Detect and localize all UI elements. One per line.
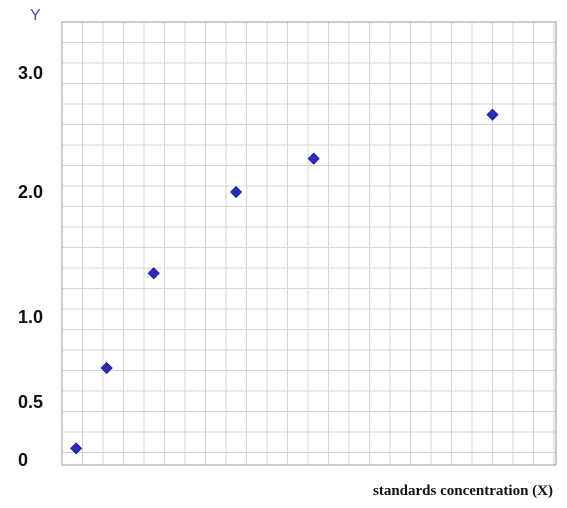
- data-point: [100, 361, 113, 375]
- y-tick-label: 2.0: [18, 182, 43, 202]
- grid: [62, 22, 556, 465]
- x-axis-label: standards concentration (X): [373, 483, 553, 499]
- y-tick-label: 0: [18, 450, 28, 470]
- data-point: [230, 185, 243, 199]
- y-tick-labels: 0 0.5 1.0 2.0 3.0: [18, 63, 43, 470]
- y-tick-label: 1.0: [18, 307, 43, 327]
- data-point: [307, 152, 320, 165]
- data-point: [147, 267, 160, 280]
- data-point: [70, 442, 83, 455]
- plot-area-frame: [61, 21, 557, 466]
- data-points: [70, 108, 499, 455]
- data-point: [486, 108, 499, 121]
- y-tick-label: 0.5: [18, 392, 43, 412]
- y-axis-label: Y: [30, 7, 41, 24]
- y-tick-label: 3.0: [18, 63, 43, 83]
